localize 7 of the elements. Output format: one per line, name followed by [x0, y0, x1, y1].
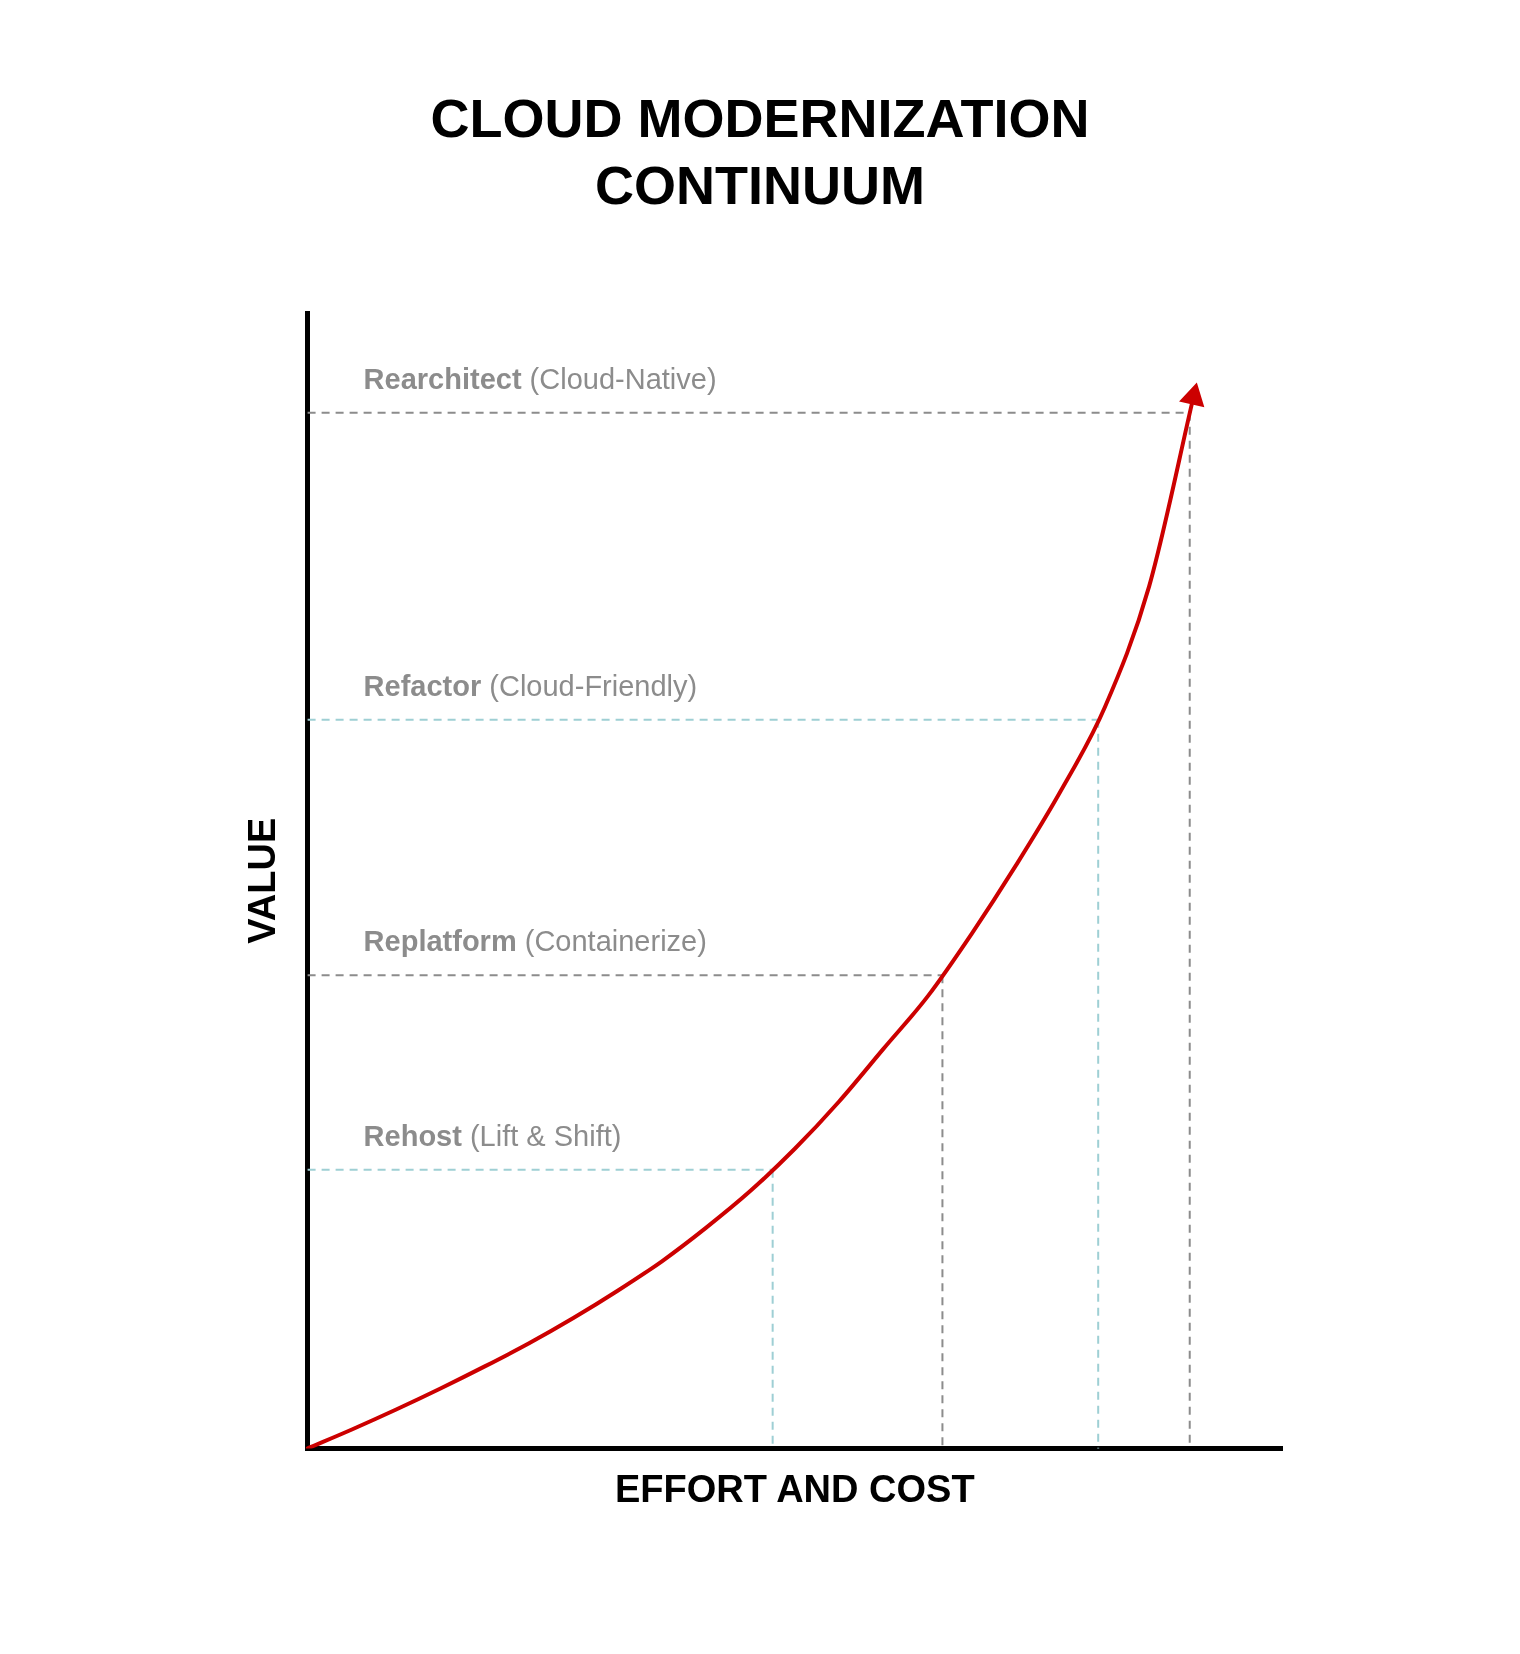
ref-line-label: Refactor (Cloud-Friendly): [363, 669, 698, 702]
ref-line-label: Rehost (Lift & Shift): [363, 1119, 622, 1152]
chart-title: CLOUD MODERNIZATION CONTINUUM: [430, 87, 1090, 216]
x-axis-title: EFFORT AND COST: [615, 1467, 975, 1510]
y-axis-title: VALUE: [241, 817, 284, 944]
ref-line-label: Replatform (Containerize): [363, 925, 707, 958]
ref-line-label: Rearchitect (Cloud-Native): [363, 362, 717, 395]
